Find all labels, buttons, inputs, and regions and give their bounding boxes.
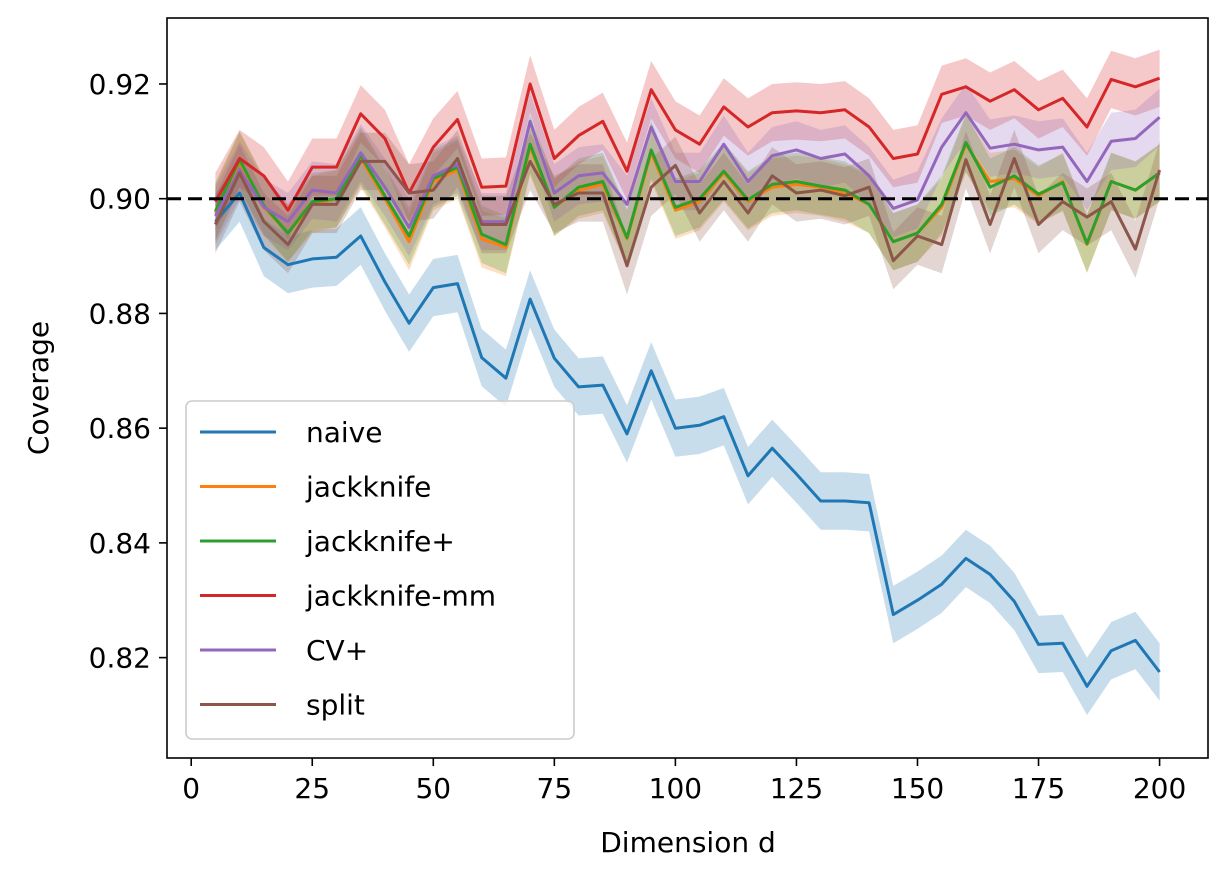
x-tick-label: 125	[770, 772, 823, 805]
series-line-jackknife+	[214, 141, 1161, 247]
y-axis: 0.82 0.84 0.86 0.88 0.90 0.92	[89, 68, 167, 675]
band-CV+	[215, 84, 1160, 257]
band-jackknife+	[215, 113, 1160, 274]
legend-label-CV+: CV+	[306, 634, 368, 667]
x-axis: 0 25 50 75 100 125 150 175 200	[182, 758, 1186, 805]
series-line-CV+	[214, 111, 1161, 229]
y-tick-label: 0.88	[89, 297, 151, 330]
band-jackknife-mm	[215, 49, 1160, 239]
x-tick-label: 150	[891, 772, 944, 805]
legend-label-jackknife-mm: jackknife-mm	[305, 580, 496, 613]
legend-label-naive: naive	[306, 416, 382, 449]
series-line-naive	[214, 191, 1161, 688]
band-naive	[215, 164, 1160, 716]
legend-box	[185, 400, 575, 740]
y-tick-label: 0.90	[89, 183, 151, 216]
y-tick-label: 0.82	[89, 642, 151, 675]
x-tick-label: 200	[1133, 772, 1186, 805]
y-tick-label: 0.84	[89, 527, 151, 560]
x-tick-label: 175	[1012, 772, 1065, 805]
y-axis-label: Coverage	[22, 321, 55, 455]
x-tick-label: 100	[649, 772, 702, 805]
x-tick-label: 50	[415, 772, 451, 805]
legend-label-jackknife+: jackknife+	[305, 525, 455, 558]
legend-label-jackknife: jackknife	[305, 471, 431, 504]
y-tick-label: 0.92	[89, 68, 151, 101]
series-line-jackknife-mm	[214, 76, 1161, 212]
y-tick-label: 0.86	[89, 412, 151, 445]
series-line-split	[214, 157, 1162, 268]
lines-layer	[214, 76, 1162, 688]
legend: naive jackknife jackknife+ jackknife-mm CV+ s…	[185, 400, 575, 740]
x-tick-label: 25	[294, 772, 330, 805]
x-tick-label: 75	[537, 772, 573, 805]
plot-frame	[166, 17, 1209, 759]
x-axis-label: Dimension d	[600, 826, 776, 859]
x-tick-label: 0	[182, 772, 200, 805]
band-jackknife	[215, 115, 1160, 277]
legend-label-split: split	[306, 689, 365, 722]
